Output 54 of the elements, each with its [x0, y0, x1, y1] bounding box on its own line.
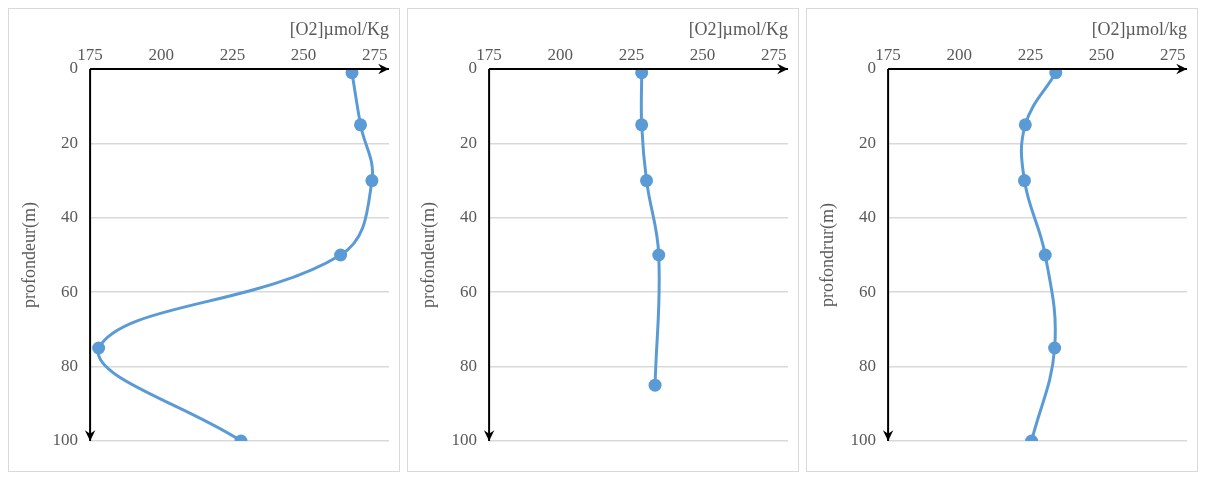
y-tick-label: 80	[460, 356, 478, 376]
point	[354, 118, 368, 132]
y-tick-label: 0	[69, 58, 79, 78]
y-tick-label: 100	[451, 430, 478, 450]
y-axis-title: profondeur(m)	[18, 202, 40, 308]
point	[365, 174, 379, 188]
point	[652, 248, 666, 262]
point	[1018, 118, 1032, 132]
y-tick-label: 20	[61, 132, 79, 152]
point	[1017, 174, 1031, 188]
y-tick-label: 0	[867, 58, 877, 78]
point	[640, 174, 654, 188]
y-tick-label: 80	[61, 356, 79, 376]
y-tick-label: 60	[859, 281, 877, 301]
y-tick-label: 0	[468, 58, 478, 78]
point	[1048, 341, 1062, 355]
x-tick-label: 175	[476, 45, 502, 65]
x-tick-label: 250	[290, 45, 317, 65]
x-axis-title: [O2]µmol/Kg	[289, 18, 389, 39]
y-tick-label: 60	[460, 281, 478, 301]
point	[345, 69, 359, 80]
point	[635, 118, 649, 132]
point	[1049, 69, 1063, 80]
x-axis-title: [O2]µmol/kg	[1091, 18, 1187, 39]
x-tick-label: 225	[219, 45, 246, 65]
y-tick-label: 40	[859, 207, 877, 227]
x-tick-label: 200	[547, 45, 574, 65]
x-tick-label: 175	[77, 45, 103, 65]
x-tick-label: 200	[148, 45, 175, 65]
x-axis-title: [O2]µmol/Kg	[688, 18, 788, 39]
x-tick-label: 275	[1160, 45, 1186, 65]
x-tick-label: 275	[761, 45, 787, 65]
point	[1038, 248, 1052, 262]
y-tick-label: 20	[460, 132, 478, 152]
x-tick-label: 250	[1088, 45, 1115, 65]
point	[648, 378, 662, 392]
x-tick-label: 275	[362, 45, 388, 65]
y-tick-label: 20	[859, 132, 877, 152]
y-tick-label: 60	[61, 281, 79, 301]
point	[92, 341, 106, 355]
x-tick-label: 250	[689, 45, 716, 65]
point	[334, 248, 348, 262]
y-axis-title: profondeur(m)	[417, 202, 439, 308]
y-tick-label: 40	[460, 207, 478, 227]
x-tick-label: 225	[1017, 45, 1044, 65]
x-tick-label: 200	[946, 45, 973, 65]
y-tick-label: 100	[850, 430, 877, 450]
x-tick-label: 175	[875, 45, 901, 65]
y-tick-label: 80	[859, 356, 877, 376]
x-tick-label: 225	[618, 45, 645, 65]
y-axis-title: profondrur(m)	[816, 203, 838, 307]
y-tick-label: 100	[52, 430, 79, 450]
point	[635, 69, 649, 80]
y-tick-label: 40	[61, 207, 79, 227]
